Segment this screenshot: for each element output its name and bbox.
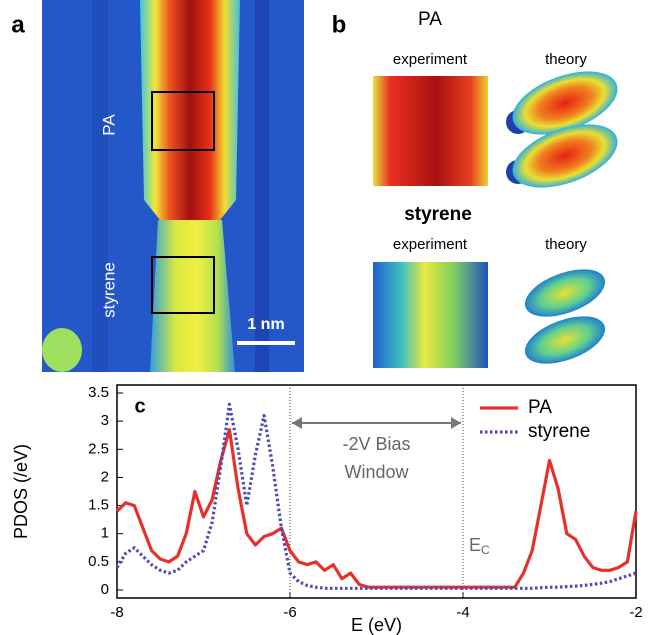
y-tick-label: 3.5: [88, 384, 109, 401]
y-tick-label: 2.5: [88, 440, 109, 457]
panel-c: 0 0.5 1 1.5 2 2.5 3 3.5 -8 -6 -4 -2 E (eV) PDOS (/eV)…: [11, 384, 643, 635]
ec-main: E: [469, 535, 481, 555]
ec-sub: C: [481, 543, 490, 557]
column-label: experiment: [393, 51, 468, 68]
ec-label: EC: [469, 535, 490, 557]
scale-bar-label: 1 nm: [247, 316, 284, 333]
x-tick-label: -4: [456, 604, 469, 621]
panel-label: c: [134, 395, 145, 417]
x-tick-label: -6: [283, 604, 296, 621]
experiment-image: [373, 262, 488, 368]
y-tick-label: 0.5: [88, 553, 109, 570]
theory-image: [519, 260, 612, 326]
section-title: PA: [418, 9, 442, 30]
x-axis-label: E (eV): [351, 615, 402, 635]
y-tick-label: 1: [101, 525, 109, 542]
arrow-head: [451, 417, 461, 429]
pa-molecule: [140, 0, 240, 220]
column-label: experiment: [393, 236, 468, 253]
column-label: theory: [545, 51, 587, 68]
theory-image: [519, 307, 612, 373]
legend-label: PA: [528, 397, 552, 418]
experiment-image: [373, 76, 488, 186]
section-title: styrene: [404, 204, 472, 225]
figure: 1 nm PA styrene a b PA experiment theory…: [0, 0, 649, 635]
y-axis-label: PDOS (/eV): [11, 444, 31, 539]
x-tick-label: -8: [110, 604, 123, 621]
column-label: theory: [545, 236, 587, 253]
styrene-molecule: [150, 220, 235, 372]
y-tick-label: 2: [101, 468, 109, 485]
panel-a: 1 nm PA styrene a: [11, 0, 304, 372]
panel-b: b PA experiment theory styrene experimen…: [332, 9, 626, 373]
y-tick-label: 0: [101, 581, 109, 598]
y-tick-label: 1.5: [88, 497, 109, 514]
y-tick-label: 3: [101, 412, 109, 429]
arrow-head: [292, 417, 302, 429]
molecule-label: styrene: [99, 262, 118, 318]
legend-label: styrene: [528, 421, 590, 442]
molecule-label: PA: [99, 114, 118, 136]
x-tick-label: -2: [629, 604, 642, 621]
bias-window-label: Window: [344, 462, 409, 482]
panel-label: a: [11, 11, 25, 38]
stm-feature: [42, 328, 82, 372]
panel-label: b: [332, 11, 347, 38]
bias-window-label: -2V Bias: [342, 434, 410, 454]
